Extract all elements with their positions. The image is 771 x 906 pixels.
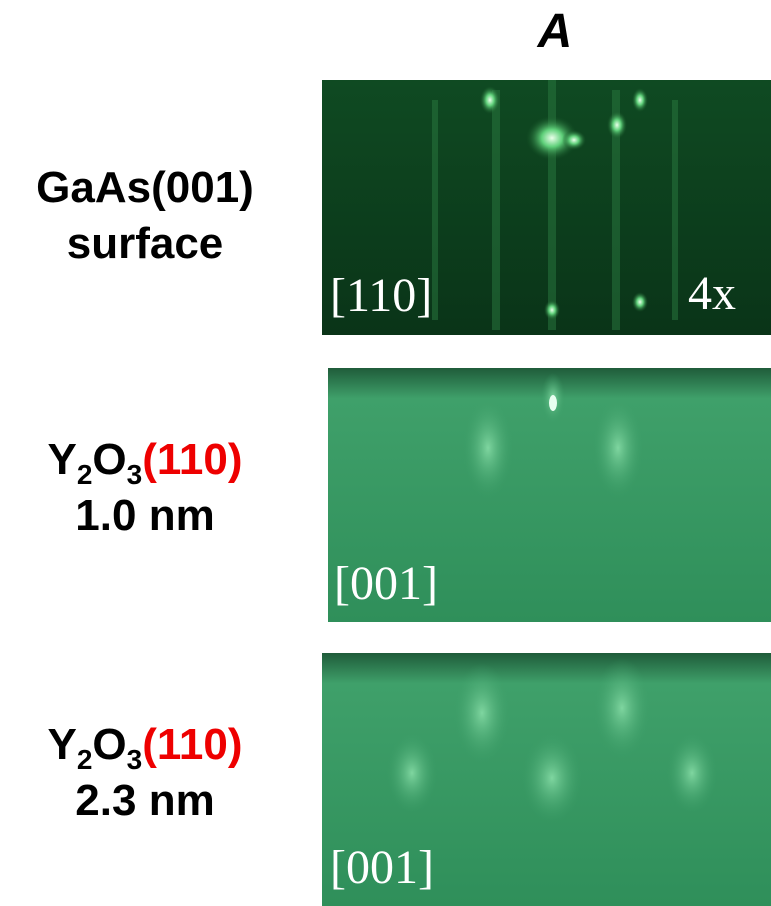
row-label: Y2O3(110) 2.3 nm (0, 717, 290, 829)
rheed-image (328, 368, 771, 622)
reconstruction-label: 4x (688, 267, 736, 320)
subscript: 3 (126, 459, 143, 490)
subscript: 2 (76, 744, 93, 775)
column-header: A (537, 5, 573, 58)
formula: O (92, 720, 127, 769)
plane: (110) (142, 720, 243, 769)
row-label: Y2O3(110) 1.0 nm (0, 432, 290, 544)
direction-label: [110] (330, 269, 433, 322)
formula: Y (47, 720, 77, 769)
label-line: surface (66, 219, 224, 268)
rheed-image (322, 80, 771, 335)
subscript: 3 (126, 744, 143, 775)
formula: O (92, 435, 127, 484)
label-line: Y2O3(110) (0, 717, 290, 775)
formula: Y (47, 435, 77, 484)
plane: (110) (142, 435, 243, 484)
subscript: 2 (76, 459, 93, 490)
label-line: GaAs(001) (36, 163, 254, 212)
row-label: GaAs(001) surface (0, 160, 290, 272)
thickness: 1.0 nm (75, 491, 215, 540)
label-line: Y2O3(110) (0, 432, 290, 490)
direction-label: [001] (330, 841, 434, 894)
rheed-image (322, 653, 771, 906)
thickness: 2.3 nm (75, 776, 215, 825)
direction-label: [001] (334, 557, 438, 610)
